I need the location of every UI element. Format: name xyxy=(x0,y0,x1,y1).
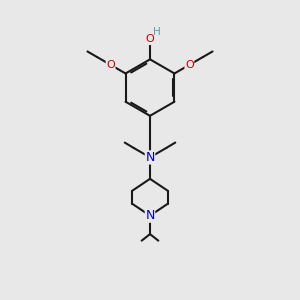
Text: H: H xyxy=(153,27,160,37)
Text: N: N xyxy=(145,209,155,222)
Text: O: O xyxy=(185,60,194,70)
Text: O: O xyxy=(106,60,115,70)
Text: N: N xyxy=(145,151,155,164)
Text: O: O xyxy=(146,34,154,44)
